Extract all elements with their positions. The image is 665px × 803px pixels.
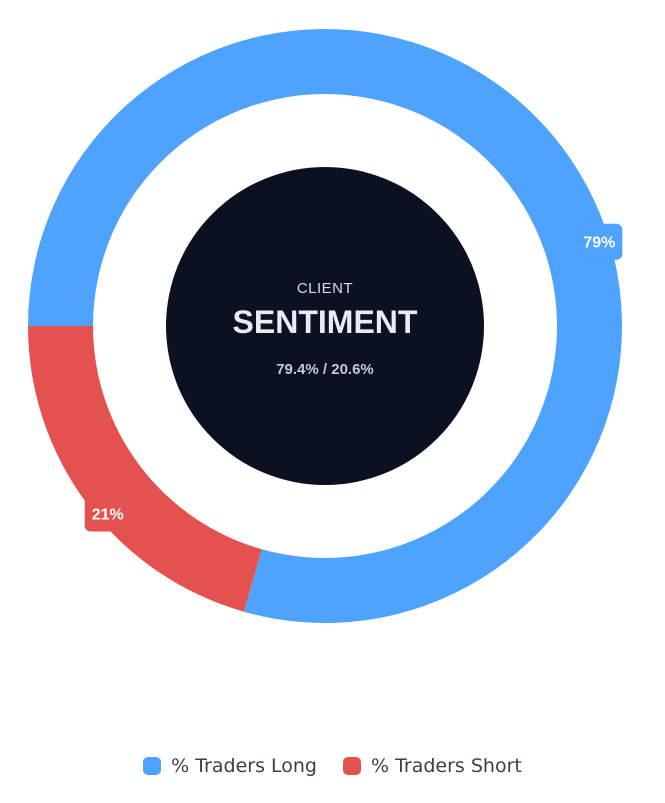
chart-legend: % Traders Long % Traders Short — [0, 755, 665, 777]
data-labels: 79% 21% — [84, 223, 623, 532]
data-label-long: 79% — [576, 223, 623, 260]
legend-item-long[interactable]: % Traders Long — [143, 755, 317, 777]
data-label-box — [84, 495, 131, 532]
legend-label-long: % Traders Long — [171, 755, 317, 777]
data-label-short: 21% — [84, 495, 131, 532]
legend-swatch-short — [342, 757, 361, 775]
donut-slice-short[interactable] — [28, 326, 262, 612]
center-kicker: CLIENT — [297, 280, 353, 297]
center-disc — [166, 167, 484, 485]
data-label-text: 21% — [92, 506, 124, 523]
data-label-box — [576, 223, 623, 260]
legend-item-short[interactable]: % Traders Short — [342, 755, 522, 777]
donut-slices — [28, 28, 622, 623]
data-label-text: 79% — [583, 235, 615, 252]
legend-swatch-long — [143, 757, 162, 775]
center-title: SENTIMENT — [233, 304, 418, 340]
legend-label-short: % Traders Short — [370, 755, 522, 777]
center-subtitle: 79.4% / 20.6% — [276, 361, 374, 378]
